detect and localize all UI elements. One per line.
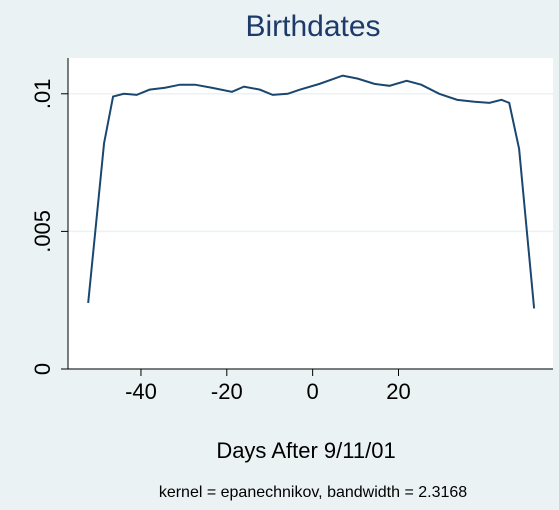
y-tick-label: .005 xyxy=(30,210,55,253)
x-tick-label: 20 xyxy=(386,379,410,404)
y-tick-label: .01 xyxy=(30,78,55,109)
note: kernel = epanechnikov, bandwidth = 2.316… xyxy=(159,484,467,501)
x-tick-label: -40 xyxy=(125,379,157,404)
plot-area xyxy=(68,58,553,369)
x-axis-label: Days After 9/11/01 xyxy=(216,438,395,463)
chart-title: Birthdates xyxy=(245,10,380,43)
y-tick-label: 0 xyxy=(30,363,55,375)
x-tick-label: 0 xyxy=(307,379,319,404)
x-tick-label: -20 xyxy=(211,379,243,404)
density-line xyxy=(87,74,536,309)
